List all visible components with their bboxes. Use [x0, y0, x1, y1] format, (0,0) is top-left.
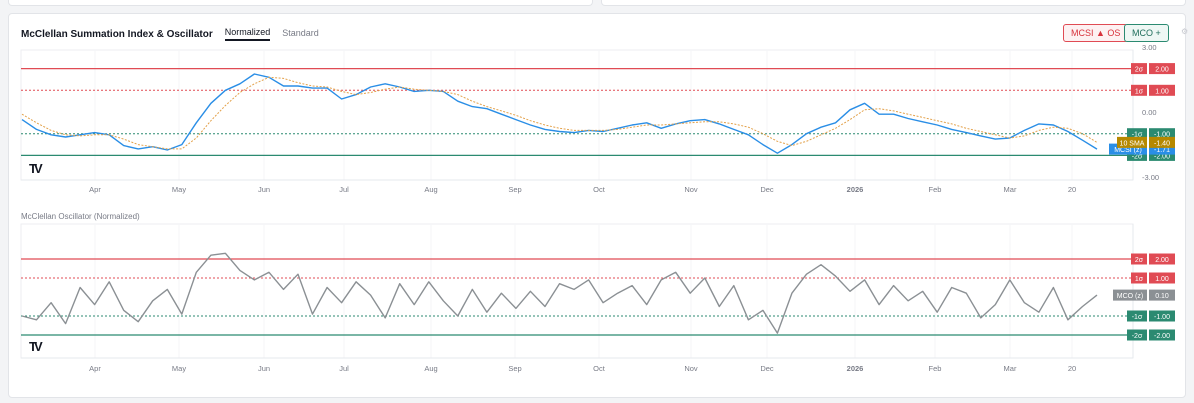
ref-badge-1-2: [1127, 310, 1147, 322]
series-value-label-0-1: -1.40: [1154, 140, 1170, 147]
x-tick-label-0-8: Dec: [760, 185, 774, 194]
x-tick-label-1-10: Feb: [929, 364, 942, 373]
top-card-right: [601, 0, 1186, 6]
settings-gear-icon[interactable]: ⚙: [1181, 27, 1189, 36]
series-name-label-0-1: 10 SMA: [1120, 140, 1145, 147]
ref-value-badge-1-3: [1149, 329, 1175, 341]
charts-svg: 3.00 0.00 -3.00 2σ 2.00 1σ 1.00 -1σ -1.00 -2σ -2.0…: [20, 43, 1175, 373]
ref-label-0-3: -2σ: [1132, 153, 1143, 160]
mco-signal-button[interactable]: MCO +: [1124, 24, 1169, 42]
chart-title: McClellan Summation Index & Oscillator: [21, 28, 213, 40]
ref-value-0-3: -2.00: [1154, 153, 1170, 160]
series-line-0-0: [21, 73, 1098, 154]
x-tick-label-0-12: 20: [1068, 185, 1076, 194]
x-tick-label-0-6: Oct: [593, 185, 606, 194]
oscillator-title: McClellan Oscillator (Normalized): [21, 212, 140, 221]
x-tick-label-1-0: Apr: [89, 364, 101, 373]
y-tick-label-0-0: 3.00: [1142, 43, 1157, 52]
x-tick-label-0-2: Jun: [258, 185, 270, 194]
x-tick-label-1-5: Sep: [508, 364, 521, 373]
series-value-badge-0-1: [1149, 136, 1175, 148]
ref-value-0-0: 2.00: [1155, 67, 1169, 74]
ref-badge-1-0: [1131, 253, 1147, 265]
ref-value-1-1: 1.00: [1155, 276, 1169, 283]
x-tick-label-1-4: Aug: [424, 364, 437, 373]
ref-label-0-1: 1σ: [1135, 88, 1144, 95]
x-tick-label-1-9: 2026: [847, 364, 864, 373]
ref-value-badge-0-3: [1149, 149, 1175, 161]
ref-label-1-2: -1σ: [1132, 314, 1143, 321]
x-tick-label-1-11: Mar: [1004, 364, 1017, 373]
x-tick-label-0-5: Sep: [508, 185, 521, 194]
x-tick-label-0-11: Mar: [1004, 185, 1017, 194]
ref-badge-0-3: [1127, 149, 1147, 161]
x-tick-label-1-1: May: [172, 364, 186, 373]
tradingview-logo-2: TV: [29, 339, 43, 354]
series-name-badge-1-0: [1113, 289, 1147, 301]
series-name-badge-0-1: [1117, 136, 1147, 148]
x-tick-label-0-10: Feb: [929, 185, 942, 194]
ref-value-1-2: -1.00: [1154, 314, 1170, 321]
x-tick-label-0-3: Jul: [339, 185, 349, 194]
tab-standard[interactable]: Standard: [282, 28, 319, 38]
x-tick-label-1-6: Oct: [593, 364, 606, 373]
ref-value-badge-0-2: [1149, 128, 1175, 140]
ref-value-1-0: 2.00: [1155, 257, 1169, 264]
x-tick-label-0-4: Aug: [424, 185, 437, 194]
series-name-label-0-0: MCSI (z): [1114, 147, 1142, 154]
ref-label-1-3: -2σ: [1132, 333, 1143, 340]
x-tick-label-0-9: 2026: [847, 185, 864, 194]
x-tick-label-1-2: Jun: [258, 364, 270, 373]
ref-value-0-1: 1.00: [1155, 88, 1169, 95]
x-tick-label-1-3: Jul: [339, 364, 349, 373]
ref-label-0-0: 2σ: [1135, 67, 1144, 74]
tradingview-logo: TV: [29, 161, 43, 176]
ref-value-badge-1-2: [1149, 310, 1175, 322]
top-strip: [0, 0, 1194, 8]
series-value-badge-1-0: [1149, 289, 1175, 301]
ref-badge-0-0: [1131, 63, 1147, 75]
ref-value-badge-0-1: [1149, 84, 1175, 96]
ref-value-badge-1-0: [1149, 253, 1175, 265]
series-value-label-0-0: -1.71: [1154, 147, 1170, 154]
plot-area-0: [20, 49, 1134, 181]
y-tick-label-0-1: 0.00: [1142, 108, 1157, 117]
x-tick-label-1-12: 20: [1068, 364, 1076, 373]
ref-value-badge-1-1: [1149, 272, 1175, 284]
series-value-badge-0-0: [1149, 143, 1175, 155]
ref-badge-0-2: [1127, 128, 1147, 140]
x-tick-label-0-0: Apr: [89, 185, 101, 194]
plot-area-1: [20, 223, 1134, 359]
ref-badge-0-1: [1131, 84, 1147, 96]
ref-badge-1-1: [1131, 272, 1147, 284]
x-tick-label-0-7: Nov: [684, 185, 698, 194]
tab-normalized[interactable]: Normalized: [224, 27, 271, 41]
chart-panel: McClellan Summation Index & Oscillator N…: [8, 13, 1188, 398]
ref-label-1-1: 1σ: [1135, 276, 1144, 283]
series-name-label-1-0: MCO (z): [1117, 293, 1143, 300]
ref-label-1-0: 2σ: [1135, 257, 1144, 264]
x-tick-label-1-8: Dec: [760, 364, 774, 373]
series-line-0-1: [21, 76, 1098, 150]
top-card-left: [8, 0, 593, 6]
ref-value-1-3: -2.00: [1154, 333, 1170, 340]
x-tick-label-1-7: Nov: [684, 364, 698, 373]
ref-value-0-2: -1.00: [1154, 132, 1170, 139]
series-value-label-1-0: 0.10: [1155, 293, 1169, 300]
ref-badge-1-3: [1127, 329, 1147, 341]
panel-header: McClellan Summation Index & Oscillator N…: [21, 26, 319, 42]
ref-value-badge-0-0: [1149, 63, 1175, 75]
ref-label-0-2: -1σ: [1132, 132, 1143, 139]
series-line-1-0: [21, 252, 1098, 334]
y-tick-label-0-2: -3.00: [1142, 173, 1159, 182]
series-name-badge-0-0: [1109, 143, 1147, 155]
x-tick-label-0-1: May: [172, 185, 186, 194]
mcsi-signal-button[interactable]: MCSI ▲ OS: [1063, 24, 1129, 42]
